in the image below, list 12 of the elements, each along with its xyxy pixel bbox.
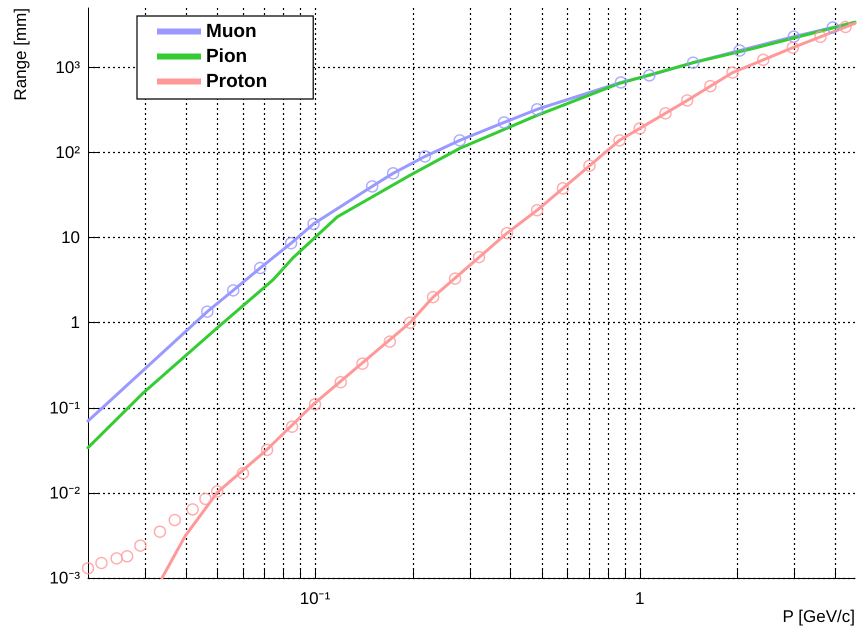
legend-label: Pion (206, 46, 248, 67)
legend-label: Muon (206, 21, 257, 42)
y-tick-label: 10³ (55, 58, 80, 77)
legend-label: Proton (206, 71, 268, 92)
y-tick-label: 10⁻³ (49, 568, 80, 588)
y-tick-label: 10⁻² (49, 483, 80, 502)
x-axis-title: P [GeV/c] (782, 607, 855, 626)
y-axis-title: Range [mm] (11, 8, 30, 101)
y-tick-label: 10² (55, 143, 80, 162)
y-tick-label: 10⁻¹ (49, 398, 80, 418)
y-tick-label: 1 (70, 313, 80, 332)
y-tick-label: 10 (61, 228, 80, 248)
